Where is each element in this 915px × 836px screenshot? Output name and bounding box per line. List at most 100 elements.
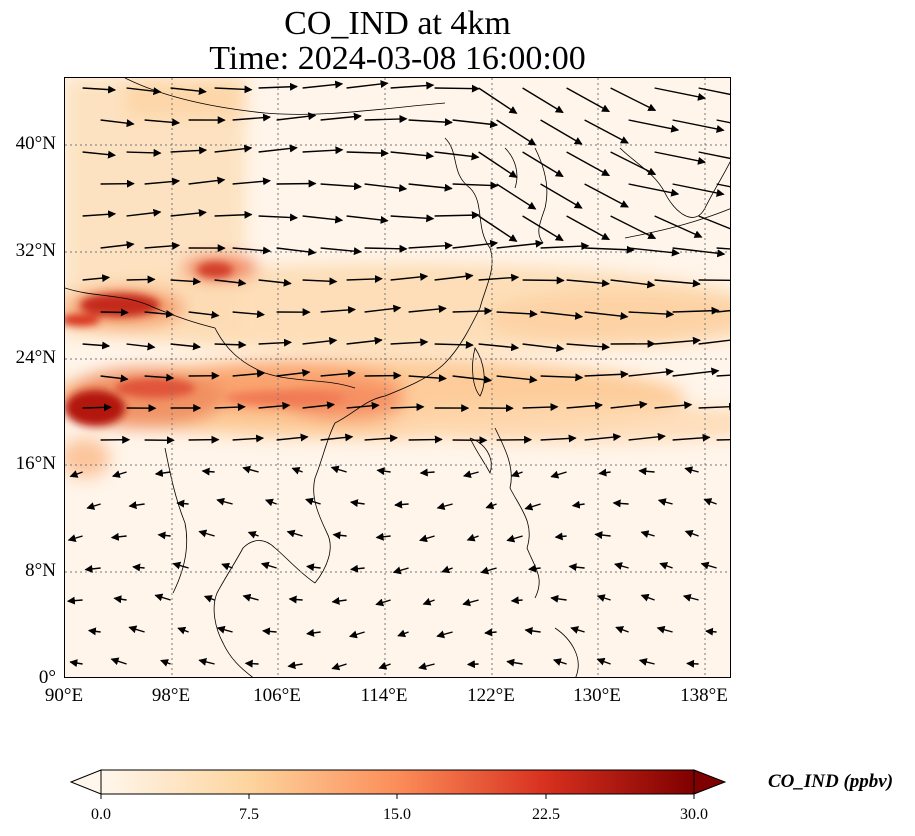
wind-vector-arrow xyxy=(506,534,523,543)
wind-vector-arrow xyxy=(287,661,303,670)
wind-vector-arrow xyxy=(132,563,145,572)
wind-vector-arrow xyxy=(654,87,706,101)
wind-vector-arrow xyxy=(346,336,383,345)
wind-vector-arrow xyxy=(478,273,520,282)
wind-vector-arrow xyxy=(258,278,292,287)
colorbar-tick-label: 15.0 xyxy=(383,806,411,823)
wind-vector-arrow xyxy=(434,272,474,281)
wind-vector-arrow xyxy=(320,305,356,314)
wind-vector-arrow xyxy=(566,87,610,113)
wind-vector-arrow xyxy=(170,146,208,155)
wind-vector-arrow xyxy=(302,401,335,410)
wind-vector-arrow xyxy=(364,434,398,443)
wind-vector-arrow xyxy=(258,401,291,410)
wind-vector-arrow xyxy=(496,375,538,384)
wind-vector-arrow xyxy=(177,626,189,635)
wind-vector-arrow xyxy=(247,531,259,539)
lat-tick-label: 24°N xyxy=(15,347,56,368)
wind-vector-arrow xyxy=(390,214,435,223)
wind-vector-arrow xyxy=(176,499,189,508)
wind-vector-arrow xyxy=(570,626,585,634)
wind-vector-arrow xyxy=(144,310,175,319)
wind-vector-arrow xyxy=(594,531,611,540)
wind-vector-arrow xyxy=(434,340,474,349)
wind-vector-arrow xyxy=(408,183,453,192)
wind-vector-arrow xyxy=(496,309,538,318)
wind-vector-arrow xyxy=(375,532,391,541)
wind-vector-arrow xyxy=(584,245,635,254)
wind-vector-arrow xyxy=(144,177,181,186)
wind-vector-arrow xyxy=(100,308,129,317)
wind-vector-arrow xyxy=(84,564,101,573)
wind-vector-arrow xyxy=(390,338,429,347)
wind-vector-arrow xyxy=(397,629,409,638)
wind-vector-arrow xyxy=(346,149,389,158)
wind-vector-arrow xyxy=(566,342,610,351)
wind-vector-arrow xyxy=(170,277,202,286)
wind-vector-arrow xyxy=(350,564,365,573)
wind-vector-arrow xyxy=(698,215,730,230)
colorbar-label: CO_IND (ppbv) xyxy=(768,771,894,792)
wind-vector-arrow xyxy=(364,304,402,313)
wind-vector-arrow xyxy=(716,438,730,441)
wind-vector-arrow xyxy=(540,311,584,320)
wind-vector-arrow xyxy=(554,532,567,541)
wind-vector-arrow xyxy=(698,87,730,96)
wind-vector-arrow xyxy=(82,85,117,94)
wind-vector-arrow xyxy=(69,659,83,668)
wind-vector-arrow xyxy=(654,336,701,345)
lon-tick-label: 130°E xyxy=(573,685,621,706)
wind-vector-arrow xyxy=(478,87,518,114)
wind-vector-arrow xyxy=(214,144,253,153)
wind-vector-arrow xyxy=(638,467,655,476)
wind-vector-arrow xyxy=(232,434,265,443)
wind-vector-arrow xyxy=(198,658,215,666)
wind-vector-arrow xyxy=(522,215,564,242)
gridlines xyxy=(65,78,730,677)
wind-vector-arrow xyxy=(346,274,383,283)
map-subtitle-time: Time: 2024-03-08 16:00:00 xyxy=(209,40,586,77)
wind-vector-arrow xyxy=(496,119,537,146)
wind-vector-arrow xyxy=(66,596,83,605)
wind-vector-arrow xyxy=(480,566,497,575)
wind-vector-arrow xyxy=(378,661,391,670)
wind-vector-arrow xyxy=(214,340,247,349)
wind-vector-arrow xyxy=(216,497,233,506)
wind-vector-arrow xyxy=(596,657,611,666)
wind-vector-arrow xyxy=(232,369,265,378)
coastlines xyxy=(65,78,730,677)
wind-vector-arrow xyxy=(610,87,657,112)
wind-vector-arrow xyxy=(610,215,657,240)
wind-vector-arrow xyxy=(672,433,711,442)
wind-vector-arrow xyxy=(716,374,730,377)
wind-vector-arrow xyxy=(232,246,271,255)
wind-vector-arrow xyxy=(528,564,541,573)
wind-vector-arrow xyxy=(522,276,565,285)
wind-vector-arrow xyxy=(305,497,321,506)
wind-vector-arrow xyxy=(330,465,347,474)
wind-vector-arrow xyxy=(364,244,408,253)
wind-vector-arrow xyxy=(485,501,497,510)
wind-vector-arrow xyxy=(320,433,354,442)
wind-vector-arrow xyxy=(216,625,233,634)
wind-vector-arrow xyxy=(566,215,610,241)
wind-vector-arrow xyxy=(154,469,171,478)
wind-vector-arrow xyxy=(434,84,480,93)
wind-vector-arrow xyxy=(540,434,577,443)
wind-vector-arrow xyxy=(302,337,338,345)
wind-vector-arrow xyxy=(198,529,215,538)
wind-vector-arrow xyxy=(113,595,127,604)
wind-vector-arrow xyxy=(100,374,129,383)
wind-vector-arrow xyxy=(111,470,127,478)
wind-vector-arrow xyxy=(82,210,117,219)
wind-vector-arrow xyxy=(126,342,156,351)
wind-vector-arrow xyxy=(452,307,493,316)
wind-vector-arrow xyxy=(686,659,699,668)
wind-vector-arrow xyxy=(436,502,453,511)
wind-vector-arrow xyxy=(86,502,101,510)
wind-vector-arrow xyxy=(716,183,730,188)
wind-vector-arrow xyxy=(496,239,544,249)
wind-vector-arrow xyxy=(320,247,362,256)
wind-vector-arrow xyxy=(462,598,479,607)
wind-vector-arrow xyxy=(82,150,116,159)
